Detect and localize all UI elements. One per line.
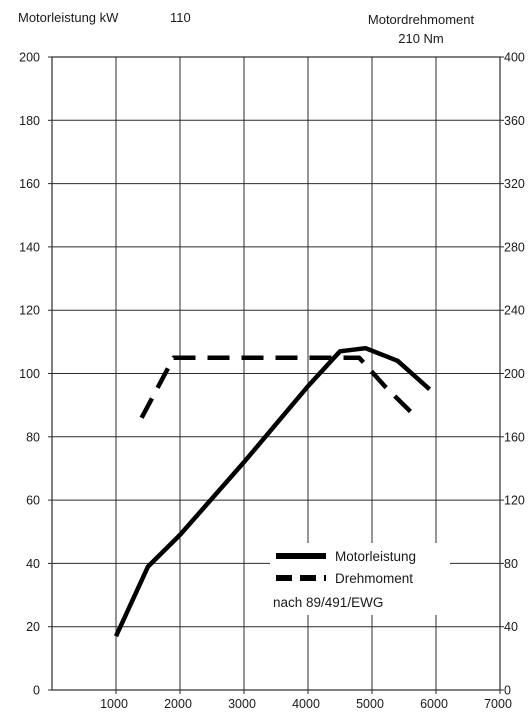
right-axis-ticks: 0 40 80 120 160 200 240 280 320 360 400 [500, 51, 525, 698]
x-axis-ticks: 1000 2000 3000 4000 5000 6000 7000 [100, 690, 512, 711]
y2-tick-label-40: 40 [504, 620, 518, 634]
y-tick-label-100: 100 [19, 367, 40, 381]
y2-tick-label-120: 120 [504, 494, 525, 508]
y2-tick-label-400: 400 [504, 51, 525, 65]
right-axis-title: Motordrehmoment [368, 12, 475, 27]
y-tick-label-120: 120 [19, 304, 40, 318]
y-tick-label-160: 160 [19, 177, 40, 191]
y-tick-label-140: 140 [19, 240, 40, 254]
left-axis-title: Motorleistung kW [18, 10, 119, 25]
y-tick-label-80: 80 [26, 430, 40, 444]
y2-tick-label-320: 320 [504, 177, 525, 191]
y2-tick-label-200: 200 [504, 367, 525, 381]
right-axis-value: 210 Nm [398, 31, 444, 46]
y-tick-label-60: 60 [26, 494, 40, 508]
y-tick-label-200: 200 [19, 51, 40, 65]
left-axis-ticks: 0 20 40 60 80 100 120 140 160 180 200 [19, 51, 52, 698]
x-tick-label-5000: 5000 [356, 697, 384, 711]
legend-label-motorleistung: Motorleistung [335, 549, 416, 564]
legend-note: nach 89/491/EWG [273, 595, 383, 610]
data-series [113, 345, 432, 638]
series-line-motorleistung [113, 345, 432, 638]
left-axis-value: 110 [170, 10, 191, 25]
y2-tick-label-80: 80 [504, 557, 518, 571]
x-tick-label-3000: 3000 [228, 697, 256, 711]
y2-tick-label-240: 240 [504, 304, 525, 318]
y2-tick-label-280: 280 [504, 240, 525, 254]
x-tick-label-4000: 4000 [292, 697, 320, 711]
x-tick-label-1000: 1000 [100, 697, 128, 711]
y-tick-label-20: 20 [26, 620, 40, 634]
y2-tick-label-160: 160 [504, 430, 525, 444]
series-line-drehmoment [139, 355, 412, 419]
y2-tick-label-360: 360 [504, 114, 525, 128]
x-tick-label-6000: 6000 [420, 697, 448, 711]
legend: Motorleistung Drehmoment nach 89/491/EWG [270, 543, 450, 615]
legend-label-drehmoment: Drehmoment [335, 571, 413, 586]
y-tick-label-0: 0 [33, 684, 40, 698]
x-tick-label-7000: 7000 [484, 697, 512, 711]
y-tick-label-40: 40 [26, 557, 40, 571]
x-tick-label-2000: 2000 [164, 697, 192, 711]
y-tick-label-180: 180 [19, 114, 40, 128]
y2-tick-label-0: 0 [504, 684, 511, 698]
